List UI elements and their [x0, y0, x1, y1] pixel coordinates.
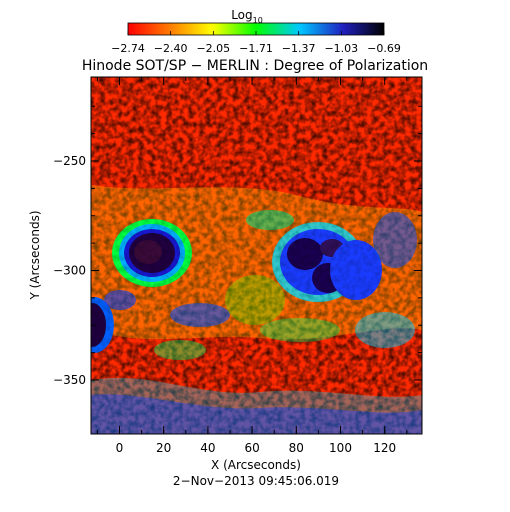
colorbar-ticks: −2.74 −2.40 −2.05 −1.71 −1.37 −1.03 −0.69	[111, 31, 401, 55]
colorbar-tick-label: −1.03	[324, 42, 358, 55]
plot-title: Hinode SOT/SP − MERLIN : Degree of Polar…	[82, 58, 428, 74]
plot-frame	[90, 76, 423, 435]
x-tick-label: 100	[329, 441, 352, 455]
colorbar-tick-label: −1.71	[239, 42, 273, 55]
x-axis-ticks: 0 20 40 60 80 100 120	[96, 77, 408, 455]
colorbar-tick-label: −2.05	[196, 42, 230, 55]
y-axis-ticks: −250 −300 −350	[53, 105, 422, 387]
x-tick-label: 60	[244, 441, 259, 455]
x-tick-label: 0	[116, 441, 124, 455]
x-tick-label: 40	[200, 441, 215, 455]
x-axis-label: X (Arcseconds)	[211, 458, 301, 472]
y-tick-label: −250	[53, 154, 86, 168]
x-tick-label: 120	[373, 441, 396, 455]
colorbar-tick-label: −2.74	[111, 42, 145, 55]
colorbar-tick-label: −2.40	[154, 42, 188, 55]
x-tick-label: 80	[289, 441, 304, 455]
y-axis-label: Y (Arcseconds)	[28, 210, 42, 300]
y-tick-label: −350	[53, 373, 86, 387]
colorbar-label: Log10	[231, 8, 263, 25]
x-tick-label: 20	[156, 441, 171, 455]
timestamp: 2−Nov−2013 09:45:06.019	[173, 474, 339, 488]
colorbar-tick-label: −0.69	[367, 42, 401, 55]
colorbar-tick-label: −1.37	[282, 42, 316, 55]
polarization-map	[91, 77, 422, 434]
y-tick-label: −300	[53, 264, 86, 278]
